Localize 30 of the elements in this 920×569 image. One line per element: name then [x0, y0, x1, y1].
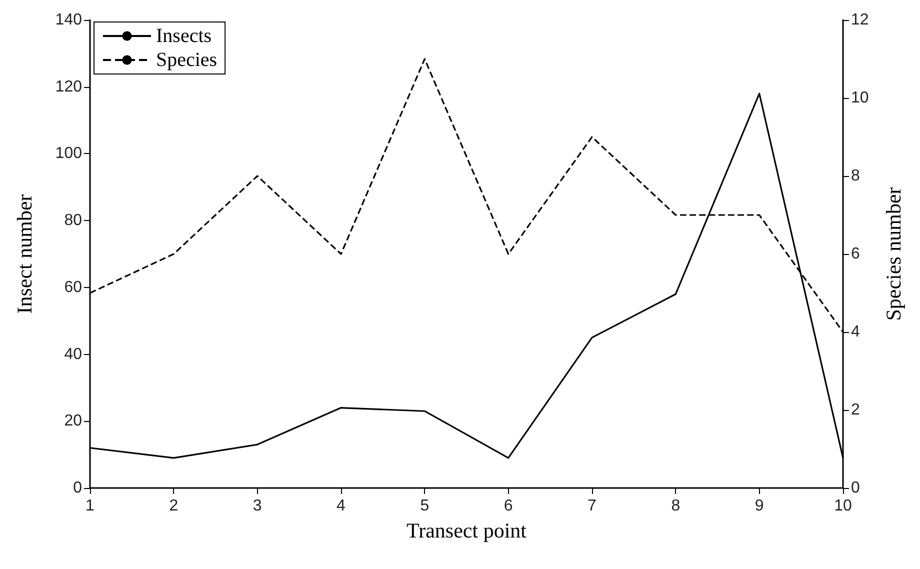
legend-label: Species [156, 49, 218, 71]
y-tick-label: 140 [55, 12, 82, 28]
y2-tick-label: 8 [851, 168, 860, 184]
x-tick-label: 4 [336, 498, 346, 514]
y-tick-label: 60 [64, 278, 82, 296]
x-tick-label: 5 [420, 498, 430, 514]
x-tick-label: 10 [834, 498, 852, 514]
x-tick-label: 2 [169, 498, 178, 514]
y2-tick-label: 4 [851, 324, 860, 340]
y-tick-label: 100 [55, 145, 82, 162]
y2-tick-label: 10 [851, 90, 869, 106]
x-axis-title: Transect point [406, 518, 527, 542]
legend-label: Insects [156, 25, 212, 47]
y2-tick-label: 12 [851, 12, 869, 28]
y-tick-label: 80 [64, 212, 82, 230]
x-tick-label: 9 [754, 498, 764, 514]
y2-tick-label: 6 [851, 246, 860, 262]
y-tick-label: 40 [64, 346, 82, 363]
x-tick-label: 6 [504, 498, 513, 514]
y2-tick-label: 2 [851, 402, 860, 418]
y-axis-title: Insect number [12, 194, 36, 314]
y-tick-label: 20 [64, 412, 82, 430]
x-tick-label: 1 [86, 498, 95, 514]
y2-tick-label: 0 [851, 480, 860, 496]
x-tick-label: 8 [671, 498, 680, 514]
y-tick-label: 0 [73, 480, 82, 496]
y2-axis-title: Species number [882, 187, 906, 321]
x-tick-label: 7 [588, 498, 597, 514]
y-tick-label: 120 [55, 78, 82, 96]
x-tick-label: 3 [252, 498, 262, 514]
